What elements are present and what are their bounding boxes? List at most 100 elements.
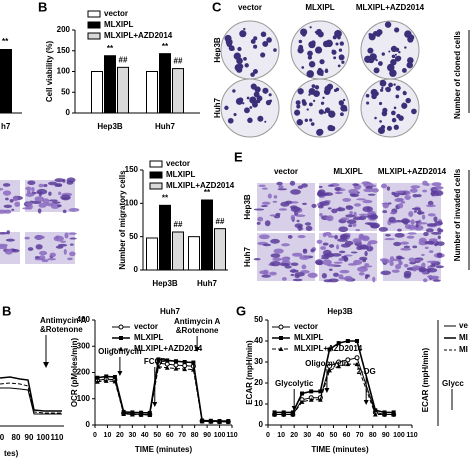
colony — [301, 99, 306, 104]
colony — [337, 64, 341, 68]
cell — [435, 265, 444, 269]
cell — [287, 234, 293, 239]
cell — [338, 257, 345, 262]
cell — [42, 198, 50, 204]
cell — [415, 222, 419, 228]
x-tick-label: Huh7 — [197, 279, 218, 288]
cell — [289, 180, 296, 186]
cell — [292, 278, 303, 282]
series-line — [97, 358, 229, 422]
fragment-annotation: ** — [2, 37, 9, 46]
cell — [317, 204, 324, 209]
cell — [27, 180, 36, 185]
colony — [344, 108, 348, 112]
y-tick-label: 300 — [77, 341, 91, 350]
colony — [314, 85, 320, 90]
fragment-line — [0, 387, 62, 415]
legend-label: MLXIPL — [134, 333, 163, 342]
colony — [273, 48, 277, 52]
annotation-arrow-head — [324, 388, 330, 393]
cell — [290, 273, 295, 277]
colony — [411, 108, 417, 115]
bar — [146, 237, 158, 271]
cell — [415, 220, 420, 224]
marker — [173, 359, 178, 364]
marker — [118, 324, 124, 330]
cell — [272, 257, 282, 262]
colony — [338, 48, 343, 52]
cell — [363, 188, 375, 193]
annotation-arrow-head — [152, 402, 158, 407]
colony — [389, 69, 397, 77]
cell — [380, 270, 391, 276]
fragment-x-label: tes) — [4, 449, 19, 458]
cell — [391, 269, 400, 273]
marker — [156, 364, 161, 369]
cell — [427, 213, 436, 217]
cell — [311, 203, 317, 208]
legend-swatch — [149, 171, 163, 179]
colony — [320, 101, 325, 105]
cell — [328, 244, 335, 248]
cell — [397, 203, 404, 209]
cell — [381, 202, 390, 205]
cell — [334, 234, 338, 240]
colony — [338, 54, 345, 61]
cell — [345, 214, 355, 218]
cell — [389, 261, 394, 267]
colony — [333, 56, 337, 60]
cell — [338, 250, 346, 254]
cell — [297, 235, 306, 239]
x-tick-label: 20 — [290, 432, 298, 439]
fragment-tick: 100 — [36, 433, 50, 442]
cell — [433, 216, 438, 222]
y-tick-label: 40 — [254, 336, 263, 345]
cell — [323, 192, 334, 196]
cell — [436, 252, 443, 258]
cell — [362, 199, 373, 204]
y-tick-label: 0 — [66, 108, 71, 117]
cell — [34, 235, 45, 240]
marker — [317, 397, 323, 402]
x-tick-label: 90 — [203, 432, 211, 439]
marker — [354, 355, 360, 361]
cell — [264, 220, 271, 227]
colony — [313, 90, 320, 98]
cell — [60, 240, 67, 243]
micrograph-bg — [0, 232, 20, 264]
marker — [104, 374, 109, 379]
cell — [0, 232, 8, 235]
colony — [225, 38, 233, 46]
colony — [325, 39, 333, 48]
colony — [378, 61, 383, 66]
colony — [296, 119, 303, 126]
cell — [299, 255, 310, 260]
colony — [339, 41, 344, 46]
colony — [227, 117, 234, 124]
cell — [262, 243, 272, 247]
marker — [199, 418, 205, 424]
cell — [275, 212, 281, 216]
cell — [423, 231, 429, 237]
cell — [61, 197, 70, 200]
colony — [268, 93, 272, 97]
cell — [369, 214, 379, 220]
y-tick-label: 30 — [254, 357, 263, 366]
colony-plate — [290, 20, 350, 80]
colony — [324, 85, 332, 93]
cell — [284, 256, 291, 259]
fragment-line — [0, 376, 62, 412]
x-tick-label: 0 — [93, 432, 97, 439]
colony — [407, 36, 414, 43]
cell — [426, 260, 438, 264]
cell — [403, 245, 411, 249]
cell — [358, 272, 365, 276]
cell — [403, 221, 409, 225]
colony — [381, 86, 384, 90]
legend-label: MLXIPL+AZD2014 — [166, 181, 235, 190]
colony — [391, 117, 397, 123]
marker — [327, 347, 332, 352]
colony — [366, 101, 370, 105]
x-tick-label: 110 — [226, 432, 237, 439]
fragment-tick: 110 — [51, 433, 64, 442]
